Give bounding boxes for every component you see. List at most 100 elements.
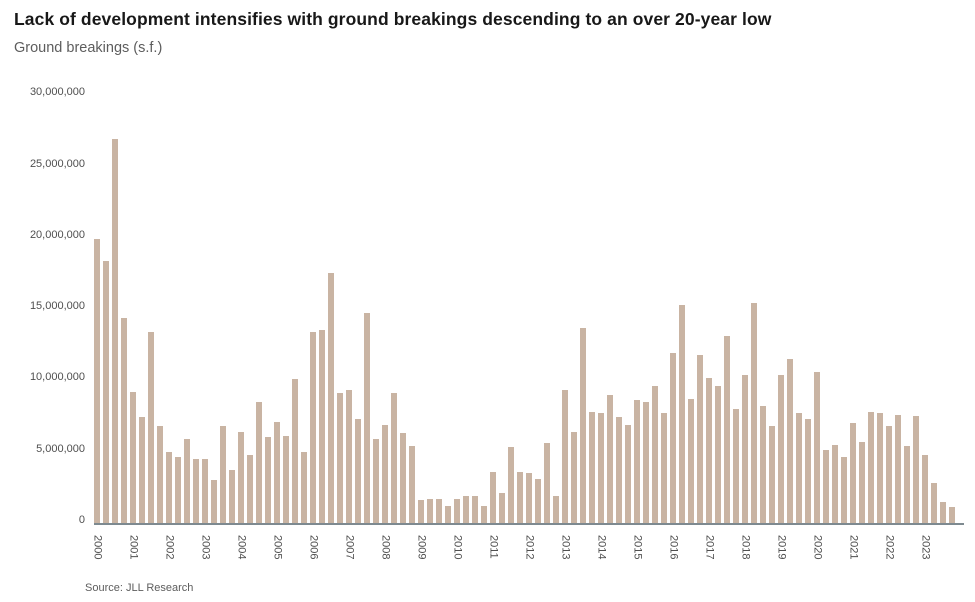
- bar-2015-Q2: [643, 401, 649, 523]
- bar-2011-Q3: [508, 447, 514, 523]
- y-axis-tick-label: 10,000,000: [29, 371, 85, 384]
- x-axis-year-label: 2011: [487, 535, 500, 559]
- bar-2021-Q4: [877, 413, 883, 523]
- bar-2006-Q3: [328, 273, 334, 523]
- bar-2010-Q4: [481, 505, 487, 523]
- bar-2018-Q2: [751, 303, 757, 523]
- bar-2013-Q2: [571, 431, 577, 523]
- bar-2000-Q4: [121, 317, 127, 523]
- bar-2013-Q1: [562, 390, 568, 523]
- bar-2012-Q4: [553, 495, 559, 523]
- bar-2017-Q4: [733, 408, 739, 523]
- bar-2009-Q1: [418, 500, 424, 523]
- bar-2019-Q4: [805, 418, 811, 523]
- bar-2019-Q1: [778, 374, 784, 523]
- bar-2016-Q1: [670, 353, 676, 523]
- bar-2011-Q2: [499, 493, 505, 523]
- source-note: Source: JLL Research: [85, 582, 194, 594]
- bar-2017-Q2: [715, 386, 721, 523]
- y-axis-tick-label: 0: [78, 514, 85, 526]
- x-axis-year-label: 2023: [919, 535, 932, 560]
- bar-2001-Q3: [148, 331, 154, 523]
- bar-2018-Q1: [742, 374, 748, 523]
- bar-2019-Q3: [796, 413, 802, 523]
- bar-2016-Q4: [697, 354, 703, 523]
- bar-2012-Q3: [544, 443, 550, 523]
- bar-2020-Q2: [823, 450, 829, 523]
- x-axis-year-label: 2019: [775, 535, 788, 560]
- bar-2022-Q2: [895, 414, 901, 523]
- x-axis-year-label: 2006: [307, 535, 320, 560]
- bar-2010-Q1: [454, 498, 460, 523]
- bar-2021-Q1: [850, 423, 856, 523]
- bar-2003-Q4: [229, 470, 235, 523]
- bar-2017-Q3: [724, 336, 730, 523]
- bar-2009-Q4: [445, 505, 451, 523]
- x-axis-year-label: 2005: [271, 535, 284, 560]
- bar-2018-Q4: [769, 426, 775, 523]
- y-axis-tick-label: 30,000,000: [29, 86, 85, 99]
- bar-2005-Q1: [274, 421, 280, 523]
- x-axis-year-label: 2014: [595, 535, 608, 560]
- x-axis-year-label: 2017: [703, 535, 716, 560]
- bar-2010-Q3: [472, 495, 478, 523]
- bar-2022-Q1: [886, 426, 892, 523]
- bar-2008-Q2: [391, 393, 397, 523]
- bar-2020-Q1: [814, 371, 820, 523]
- bar-2001-Q1: [130, 391, 136, 523]
- bar-2008-Q1: [382, 424, 388, 523]
- bar-2006-Q1: [310, 331, 316, 523]
- x-axis-year-label: 2015: [631, 535, 644, 560]
- bar-2019-Q2: [787, 359, 793, 523]
- x-axis-year-label: 2009: [415, 535, 428, 560]
- x-axis-year-label: 2007: [343, 535, 356, 560]
- bar-2003-Q3: [220, 426, 226, 523]
- bar-2015-Q3: [652, 386, 658, 523]
- bar-2003-Q2: [211, 480, 217, 523]
- bar-2013-Q4: [589, 411, 595, 523]
- bar-2011-Q4: [517, 471, 523, 523]
- bar-2015-Q4: [661, 413, 667, 523]
- bar-2002-Q1: [166, 451, 172, 523]
- bar-2000-Q1: [94, 239, 100, 523]
- bar-2008-Q4: [409, 445, 415, 523]
- bar-2018-Q3: [760, 406, 766, 523]
- bar-2006-Q2: [319, 330, 325, 523]
- x-axis-year-label: 2004: [235, 535, 248, 560]
- bar-2014-Q4: [625, 424, 631, 523]
- bar-2021-Q3: [868, 411, 874, 523]
- bar-2002-Q3: [184, 438, 190, 523]
- bar-2014-Q3: [616, 417, 622, 523]
- bar-2008-Q3: [400, 433, 406, 523]
- bar-2012-Q1: [526, 473, 532, 523]
- x-axis-year-label: 2008: [379, 535, 392, 560]
- bar-2017-Q1: [706, 377, 712, 523]
- y-axis-tick-label: 15,000,000: [29, 300, 85, 313]
- bar-2005-Q2: [283, 436, 289, 523]
- y-axis-tick-label: 25,000,000: [29, 157, 85, 170]
- x-axis-year-label: 2020: [811, 535, 824, 560]
- x-axis-year-label: 2002: [163, 535, 176, 560]
- x-axis-year-label: 2010: [451, 535, 464, 560]
- bar-2004-Q3: [256, 401, 262, 523]
- bar-2005-Q3: [292, 378, 298, 523]
- x-axis-year-label: 2013: [559, 535, 572, 560]
- bar-2023-Q1: [922, 454, 928, 523]
- bar-2009-Q2: [427, 498, 433, 523]
- x-axis-year-label: 2021: [847, 535, 860, 560]
- y-axis-tick-label: 5,000,000: [36, 442, 85, 455]
- bar-2013-Q3: [580, 327, 586, 523]
- x-axis-year-label: 2012: [523, 535, 536, 560]
- x-axis-line: [94, 523, 964, 525]
- bar-2002-Q4: [193, 458, 199, 523]
- bar-2023-Q4: [949, 507, 955, 523]
- x-axis-year-label: 2000: [91, 535, 104, 560]
- chart-subtitle: Ground breakings (s.f.): [14, 40, 163, 56]
- bar-2020-Q3: [832, 444, 838, 523]
- bar-2001-Q4: [157, 426, 163, 523]
- bar-2001-Q2: [139, 417, 145, 523]
- bar-2022-Q4: [913, 416, 919, 523]
- chart-title: Lack of development intensifies with gro…: [14, 9, 772, 29]
- bar-2000-Q3: [112, 139, 118, 523]
